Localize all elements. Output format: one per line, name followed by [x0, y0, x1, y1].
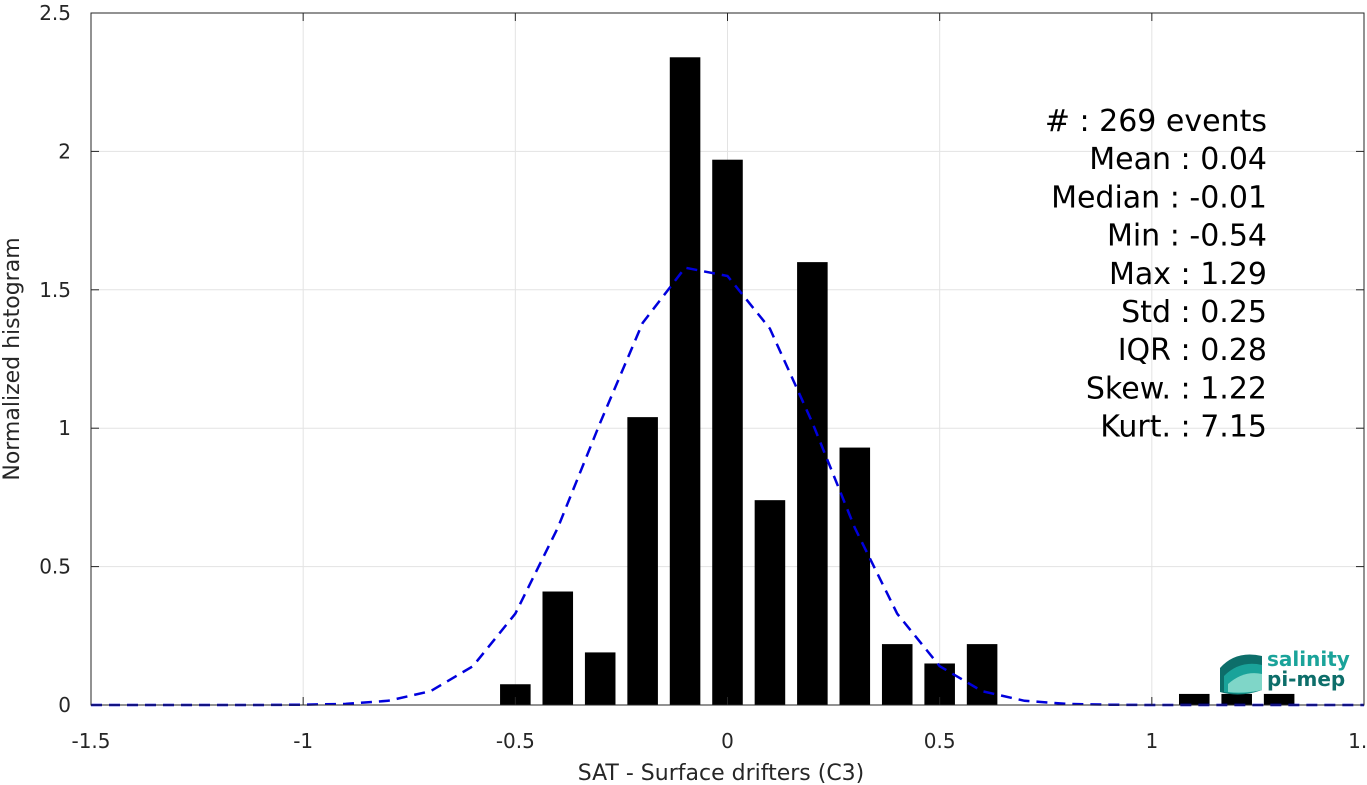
- stat-line: Kurt. : 7.15: [1100, 410, 1267, 445]
- histogram-bar: [627, 417, 658, 705]
- y-tick-label: 1.5: [39, 278, 71, 302]
- histogram-bar: [1263, 693, 1295, 705]
- x-tick-label: 1: [1145, 729, 1158, 753]
- histogram-bar: [542, 591, 574, 705]
- x-tick-label: -1: [293, 729, 313, 753]
- stat-line: Median : -0.01: [1051, 180, 1267, 215]
- axis-ticks: [90, 12, 1365, 706]
- histogram-bar: [712, 159, 743, 706]
- logo-text-salinity: salinity: [1267, 647, 1350, 671]
- histogram-bar: [881, 644, 913, 705]
- histogram-bar: [500, 684, 531, 705]
- histogram-bar: [966, 644, 998, 705]
- histogram-bar: [797, 262, 828, 705]
- histogram-bar: [754, 500, 786, 705]
- x-axis-label: SAT - Surface drifters (C3): [578, 761, 865, 785]
- x-tick-label: 0.5: [924, 729, 956, 753]
- stat-line: Skew. : 1.22: [1086, 371, 1267, 406]
- stat-line: Std : 0.25: [1121, 295, 1267, 330]
- stat-line: Max : 1.29: [1109, 257, 1267, 292]
- stat-line: IQR : 0.28: [1118, 333, 1267, 368]
- x-tick-label: -1.5: [71, 729, 110, 753]
- histogram-bar: [584, 652, 616, 705]
- x-tick-label: -0.5: [496, 729, 535, 753]
- histogram-bar: [839, 447, 871, 705]
- y-tick-label: 2: [58, 139, 71, 163]
- logo-mark-icon: [1220, 654, 1262, 695]
- logo-text-pi-mep: pi-mep: [1267, 667, 1345, 691]
- histogram-bar: [1221, 693, 1252, 705]
- salinity-pi-mep-logo: salinity pi-mep: [1220, 647, 1350, 695]
- y-tick-label: 1: [58, 416, 71, 440]
- stat-line: # : 269 events: [1045, 104, 1267, 139]
- x-tick-label: 1.5: [1348, 729, 1367, 753]
- stat-line: Min : -0.54: [1107, 219, 1267, 254]
- y-tick-labels: 0 0.5 1 1.5 2 2.5: [39, 1, 71, 717]
- x-tick-labels: -1.5 -1 -0.5 0 0.5 1 1.5: [71, 729, 1367, 753]
- histogram-bar: [669, 57, 701, 705]
- histogram-bars: [500, 57, 1295, 706]
- y-tick-label: 0.5: [39, 555, 71, 579]
- y-axis-label: Normalized histogram: [0, 237, 25, 480]
- y-tick-label: 2.5: [39, 1, 71, 25]
- x-tick-label: 0: [721, 729, 734, 753]
- histogram-bar: [1178, 693, 1210, 705]
- stat-line: Mean : 0.04: [1089, 142, 1267, 177]
- y-tick-label: 0: [58, 693, 71, 717]
